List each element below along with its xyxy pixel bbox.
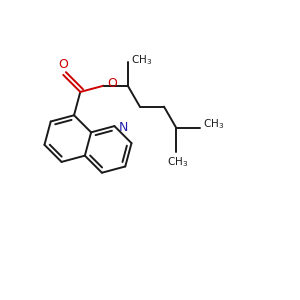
Text: CH$_3$: CH$_3$ xyxy=(203,117,224,131)
Text: CH$_3$: CH$_3$ xyxy=(167,155,188,169)
Text: O: O xyxy=(107,77,117,90)
Text: CH$_3$: CH$_3$ xyxy=(131,53,152,67)
Text: O: O xyxy=(58,58,68,71)
Text: N: N xyxy=(118,121,128,134)
